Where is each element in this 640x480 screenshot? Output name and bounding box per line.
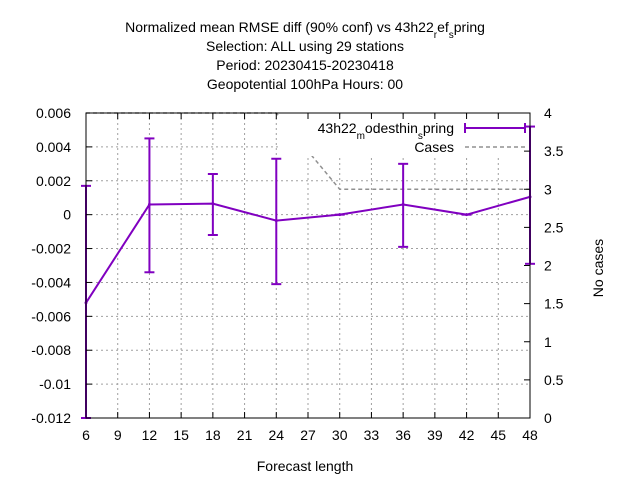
title-line: Selection: ALL using 29 stations (206, 38, 404, 54)
y2-tick-label: 2.5 (544, 219, 564, 235)
main-line (85, 195, 531, 304)
text-part: Selection: ALL using 29 stations (206, 38, 404, 54)
legend-label: 43h22modesthinspring (318, 120, 454, 142)
title-line: Period: 20230415-20230418 (216, 57, 394, 73)
y-tick-label: -0.006 (31, 308, 71, 324)
y-tick-label: -0.004 (31, 274, 71, 290)
y-tick-label: 0 (63, 207, 71, 223)
x-tick-label: 30 (332, 427, 348, 443)
y2-tick-label: 1.5 (544, 296, 564, 312)
y-tick-label: 0.002 (36, 173, 71, 189)
text-part: Period: 20230415-20230418 (216, 57, 394, 73)
x-tick-label: 24 (268, 427, 284, 443)
y-tick-label: -0.008 (31, 342, 71, 358)
text-part: odesthin (365, 120, 418, 136)
x-tick-label: 21 (237, 427, 253, 443)
x-tick-label: 9 (114, 427, 122, 443)
y-tick-label: 0.006 (36, 105, 71, 121)
x-tick-label: 42 (459, 427, 475, 443)
data-point (211, 202, 215, 206)
subscript-text: r (434, 30, 438, 41)
y-tick-label: -0.002 (31, 241, 71, 257)
x-tick-label: 15 (173, 427, 189, 443)
legend-label: Cases (414, 139, 454, 155)
x-axis: 6 9 12 15 18 21 24 27 30 33 36 39 42 45 48 (82, 113, 538, 443)
grid (86, 113, 530, 418)
title-line: Geopotential 100hPa Hours: 00 (207, 76, 403, 92)
text-part: Geopotential 100hPa Hours: 00 (207, 76, 403, 92)
y2-axis-label: No cases (590, 239, 606, 297)
data-point (274, 219, 278, 223)
y2-tick-label: 4 (544, 105, 552, 121)
x-tick-label: 45 (490, 427, 506, 443)
y2-tick-label: 2 (544, 258, 552, 274)
subscript-text: s (418, 131, 423, 142)
y-axis: -0.012 -0.01 -0.008 -0.006 -0.004 -0.002 0 0.00… (31, 105, 92, 426)
x-tick-label: 18 (205, 427, 221, 443)
legend-background (278, 116, 528, 156)
x-tick-label: 12 (142, 427, 158, 443)
y2-tick-label: 0 (544, 410, 552, 426)
x-tick-label: 6 (82, 427, 90, 443)
x-tick-label: 33 (364, 427, 380, 443)
subscript-text: m (357, 131, 365, 142)
x-tick-label: 27 (300, 427, 316, 443)
data-point (465, 213, 469, 217)
chart-title: Normalized mean RMSE diff (90% conf) vs … (125, 19, 485, 92)
title-line: Normalized mean RMSE diff (90% conf) vs … (125, 19, 485, 41)
y2-tick-label: 3.5 (544, 143, 564, 159)
subscript-text: s (449, 30, 454, 41)
y2-tick-label: 3 (544, 181, 552, 197)
y2-tick-label: 0.5 (544, 372, 564, 388)
text-part: ef (437, 19, 449, 35)
text-part: Normalized mean RMSE diff (90% conf) vs … (125, 19, 434, 35)
x-axis-label: Forecast length (257, 458, 354, 474)
data-point (338, 213, 342, 217)
text-part: 43h22 (318, 120, 357, 136)
x-tick-label: 36 (395, 427, 411, 443)
y-tick-label: 0.004 (36, 139, 71, 155)
y-tick-label: -0.012 (31, 410, 71, 426)
data-point (401, 203, 405, 206)
y-tick-label: -0.01 (39, 376, 71, 392)
text-part: pring (423, 120, 454, 136)
x-tick-label: 39 (427, 427, 443, 443)
y2-tick-label: 1 (544, 334, 552, 350)
x-tick-label: 48 (522, 427, 538, 443)
text-part: pring (454, 19, 485, 35)
y2-axis: 0 0.5 1 1.5 2 2.5 3 3.5 4 (524, 105, 564, 426)
data-point (147, 203, 151, 206)
